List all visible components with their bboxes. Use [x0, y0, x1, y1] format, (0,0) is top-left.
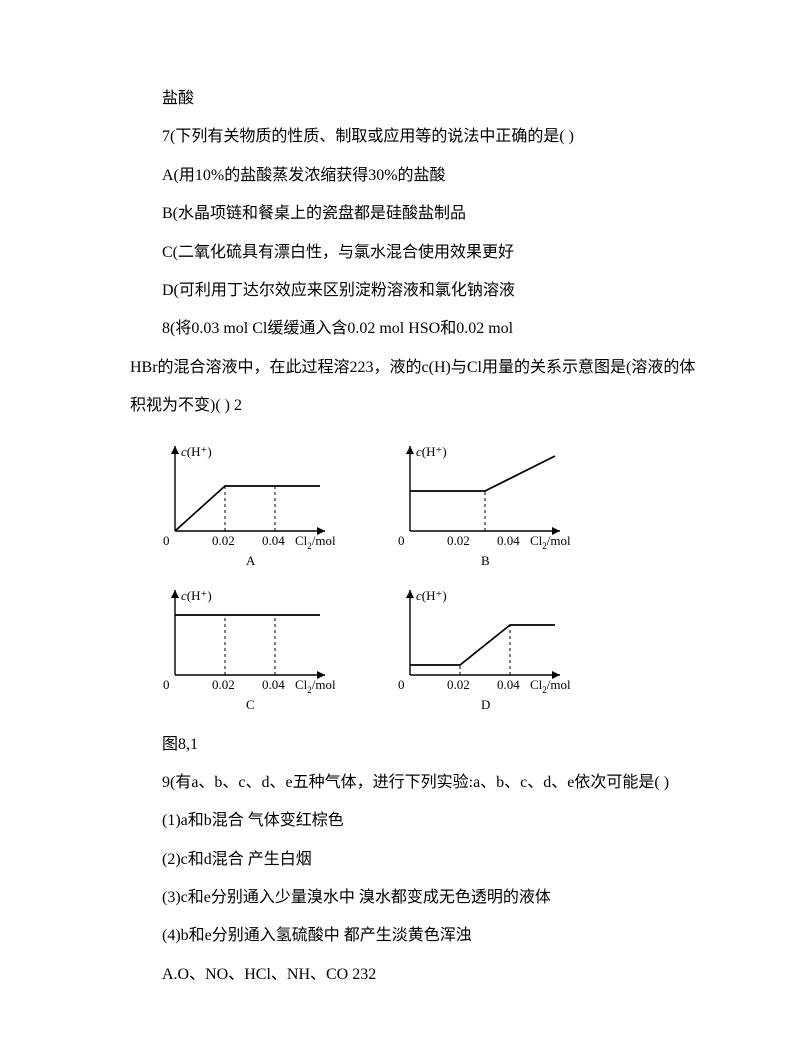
svg-text:c(H⁺): c(H⁺) [181, 588, 212, 603]
chart-D: c(H⁺) 0 0.02 0.04 Cl2/mol D [365, 580, 590, 720]
text-line: B(水晶项链和餐桌上的瓷盘都是硅酸盐制品 [130, 195, 700, 233]
svg-text:0: 0 [398, 533, 405, 548]
chart-A: c(H⁺) 0 0.02 0.04 Cl2/mol A [130, 436, 355, 576]
text-line: (4)b和e分别通入氢硫酸中 都产生淡黄色浑浊 [130, 917, 700, 955]
chart-C: c(H⁺) 0 0.02 0.04 Cl2/mol C [130, 580, 355, 720]
svg-text:Cl2/mol: Cl2/mol [295, 677, 336, 695]
figure-caption: 图8,1 [130, 726, 700, 764]
text-line: A(用10%的盐酸蒸发浓缩获得30%的盐酸 [130, 157, 700, 195]
svg-text:0.02: 0.02 [447, 533, 470, 548]
svg-text:0.04: 0.04 [497, 677, 520, 692]
text-line: (2)c和d混合 产生白烟 [130, 841, 700, 879]
svg-text:B: B [481, 553, 490, 568]
svg-text:C: C [246, 697, 255, 712]
svg-text:0.04: 0.04 [497, 533, 520, 548]
text-line: (1)a和b混合 气体变红棕色 [130, 802, 700, 840]
svg-text:0.02: 0.02 [212, 677, 235, 692]
text-line: HBr的混合溶液中，在此过程溶223，液的c(H)与Cl用量的关系示意图是(溶液… [130, 349, 700, 426]
svg-text:0.02: 0.02 [447, 677, 470, 692]
svg-text:0: 0 [398, 677, 405, 692]
text-line: 7(下列有关物质的性质、制取或应用等的说法中正确的是( ) [130, 118, 700, 156]
text-line: 9(有a、b、c、d、e五种气体，进行下列实验:a、b、c、d、e依次可能是( … [130, 764, 700, 802]
svg-text:0.04: 0.04 [262, 677, 285, 692]
charts-figure: c(H⁺) 0 0.02 0.04 Cl2/mol A c(H⁺) 0 0.02 0.04 Cl2… [130, 436, 700, 720]
svg-text:c(H⁺): c(H⁺) [416, 588, 447, 603]
svg-text:c(H⁺): c(H⁺) [181, 444, 212, 459]
text-line: 8(将0.03 mol Cl缓缓通入含0.02 mol HSO和0.02 mol [130, 310, 700, 348]
svg-text:c(H⁺): c(H⁺) [416, 444, 447, 459]
svg-text:A: A [246, 553, 256, 568]
chart-B: c(H⁺) 0 0.02 0.04 Cl2/mol B [365, 436, 590, 576]
svg-text:Cl2/mol: Cl2/mol [530, 677, 571, 695]
svg-text:Cl2/mol: Cl2/mol [530, 533, 571, 551]
svg-text:0: 0 [163, 677, 170, 692]
text-line: 盐酸 [130, 80, 700, 118]
text-line: D(可利用丁达尔效应来区别淀粉溶液和氯化钠溶液 [130, 272, 700, 310]
svg-text:0: 0 [163, 533, 170, 548]
svg-text:Cl2/mol: Cl2/mol [295, 533, 336, 551]
text-line: C(二氧化硫具有漂白性，与氯水混合使用效果更好 [130, 234, 700, 272]
text-line: (3)c和e分别通入少量溴水中 溴水都变成无色透明的液体 [130, 879, 700, 917]
svg-text:0.02: 0.02 [212, 533, 235, 548]
svg-text:0.04: 0.04 [262, 533, 285, 548]
text-line: A.O、NO、HCl、NH、CO 232 [130, 956, 700, 994]
svg-text:D: D [481, 697, 490, 712]
